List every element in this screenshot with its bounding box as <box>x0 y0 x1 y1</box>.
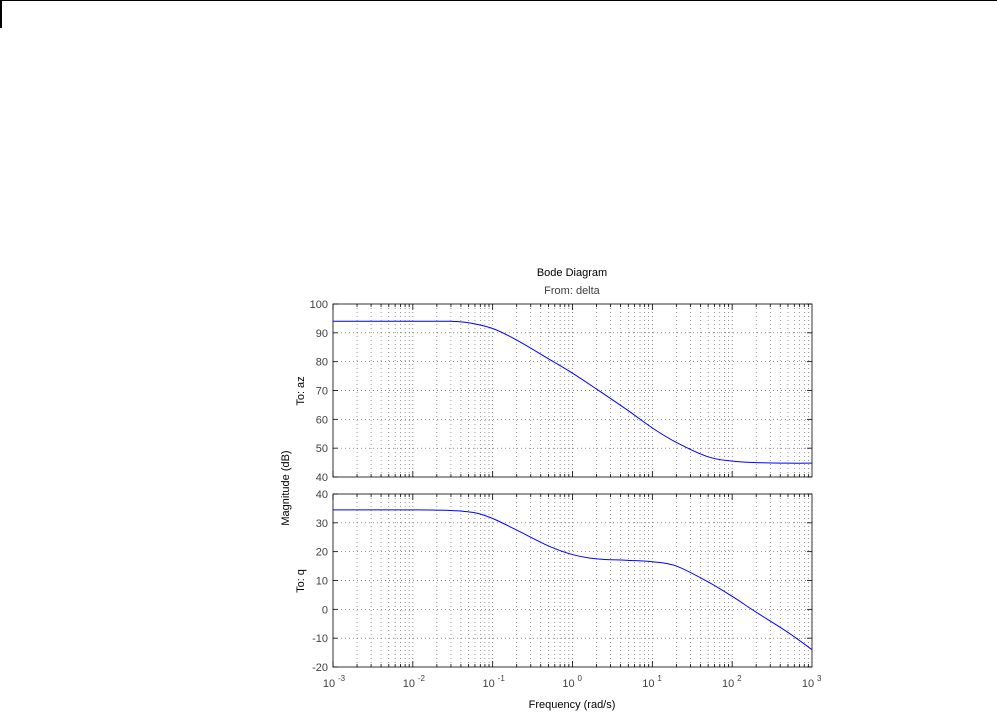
plot-area <box>333 494 812 667</box>
y-tick-label: 60 <box>316 414 328 426</box>
y-tick-label: 70 <box>316 386 328 398</box>
x-tick-exponent: 1 <box>657 674 662 683</box>
y-tick-label: 10 <box>316 576 328 588</box>
axes-frame <box>332 303 813 478</box>
panel-magnitude-q: To: q -20 -10 0 10 20 30 40 <box>295 489 813 674</box>
chart-title: Bode Diagram <box>537 267 607 279</box>
y-tick-label: 100 <box>310 299 328 311</box>
y-axis-label: Magnitude (dB) <box>280 450 292 525</box>
x-axis-label: Frequency (rad/s) <box>529 699 616 711</box>
x-tick-exponent: -3 <box>338 674 346 683</box>
series-line <box>332 320 813 464</box>
x-tick-exponent: -2 <box>418 674 426 683</box>
x-tick-exponent: -1 <box>498 674 506 683</box>
x-tick-exponent: 2 <box>737 674 742 683</box>
series-line <box>332 509 813 651</box>
x-tick-label: 10 <box>483 678 495 690</box>
x-tick-exponent: 3 <box>817 674 822 683</box>
y-tick-label: 30 <box>316 518 328 530</box>
y-tick-label: 20 <box>316 547 328 559</box>
panel-az-label: To: az <box>295 376 307 405</box>
chart-subtitle: From: delta <box>544 285 601 297</box>
y-tick-label: 50 <box>316 443 328 455</box>
x-tick-label: 10 <box>802 678 814 690</box>
x-tick-exponent: 0 <box>578 674 583 683</box>
x-tick-label: 10 <box>722 678 734 690</box>
y-tick-label: 0 <box>322 604 328 616</box>
corner-mark <box>0 1 2 28</box>
y-tick-label: 40 <box>316 489 328 501</box>
axes-frame <box>332 493 813 668</box>
panel-q-label: To: q <box>295 569 307 593</box>
x-tick-labels: 10 -3 10 -2 10 -1 10 0 10 1 10 2 10 3 <box>323 674 822 690</box>
y-tick-label: -20 <box>312 662 328 674</box>
page-frame <box>0 0 997 28</box>
x-tick-label: 10 <box>323 678 335 690</box>
x-tick-label: 10 <box>562 678 574 690</box>
y-tick-label: 40 <box>316 472 328 484</box>
y-tick-label: -10 <box>312 633 328 645</box>
y-tick-label: 90 <box>316 328 328 340</box>
plot-area <box>333 304 812 477</box>
x-tick-label: 10 <box>642 678 654 690</box>
y-tick-label: 80 <box>316 357 328 369</box>
x-tick-label: 10 <box>403 678 415 690</box>
panel-magnitude-az: To: az 40 50 60 70 80 90 100 <box>295 299 813 484</box>
